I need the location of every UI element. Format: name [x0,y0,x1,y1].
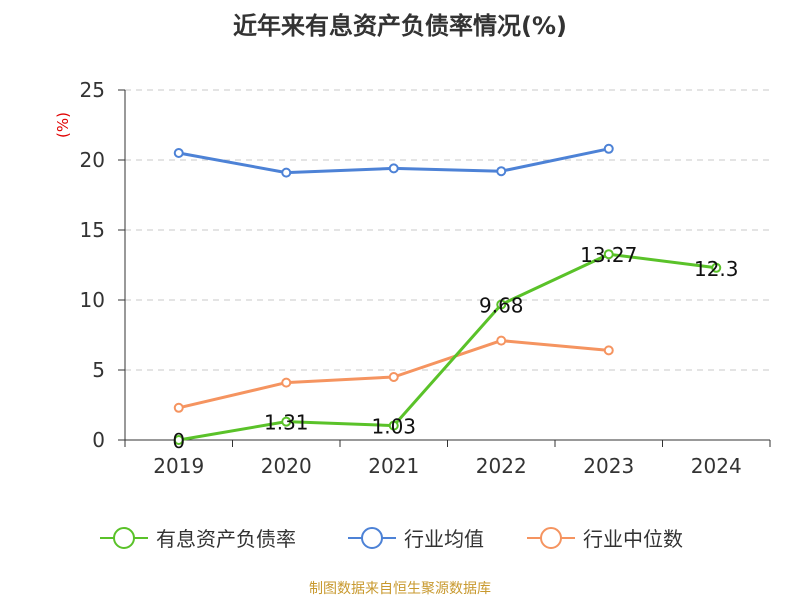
x-tick-label: 2024 [691,454,742,478]
data-point [173,402,184,413]
data-point [711,262,722,273]
data-label: 1.03 [371,415,416,439]
data-point [388,163,399,174]
data-label: 9.68 [479,293,524,317]
legend-label: 行业中位数 [583,527,683,551]
data-point [603,143,614,154]
data-label: 13.27 [580,243,637,267]
data-point [496,299,507,310]
legend-label: 有息资产负债率 [156,527,296,551]
data-point [173,148,184,158]
y-axis-unit: (%) [54,112,72,138]
data-point [603,249,614,260]
data-point [281,377,292,388]
data-label: 1.31 [264,411,309,435]
data-point [281,416,292,427]
y-tick-label: 5 [92,358,105,382]
source-note: 制图数据来自恒生聚源数据库 [309,581,491,597]
y-tick-label: 15 [80,218,105,242]
data-label: 0 [172,429,185,453]
x-tick-label: 2022 [476,454,527,478]
y-tick-label: 10 [80,288,105,312]
x-tick-label: 2019 [153,454,204,478]
data-point [173,435,184,445]
chart-title: 近年来有息资产负债率情况(%) [233,12,567,40]
y-tick-label: 0 [92,428,105,452]
data-point [496,335,507,346]
legend-label: 行业均值 [404,527,484,551]
y-tick-label: 25 [80,78,105,102]
legend-marker [540,527,562,549]
x-tick-label: 2020 [261,454,312,478]
data-point [603,345,614,356]
legend-marker [113,527,135,549]
data-point [281,167,292,178]
x-tick-label: 2023 [583,454,634,478]
data-point [388,420,399,431]
data-point [388,372,399,382]
data-point [496,166,507,177]
data-label: 12.3 [694,257,739,281]
x-tick-label: 2021 [368,454,419,478]
legend-marker [361,527,383,549]
series-line [178,252,717,442]
y-tick-label: 20 [80,148,105,172]
